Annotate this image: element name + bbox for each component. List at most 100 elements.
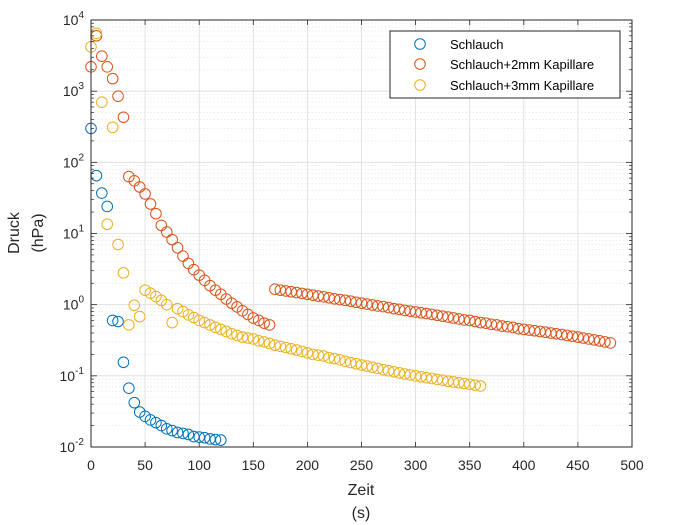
data-point <box>344 295 357 307</box>
legend-entry-3: Schlauch+3mm Kapillare <box>414 78 594 93</box>
data-point <box>274 340 287 353</box>
data-point <box>193 314 205 327</box>
data-point <box>106 314 119 327</box>
data-point <box>209 433 222 446</box>
data-point <box>247 312 260 324</box>
data-point <box>117 111 130 124</box>
data-point <box>182 309 195 321</box>
y-tick-label: 104 <box>63 10 85 28</box>
data-point <box>377 300 389 313</box>
data-point <box>312 349 325 361</box>
data-point <box>139 284 151 296</box>
y-tick-label: 103 <box>63 81 85 99</box>
legend-entry-1: Schlauch <box>414 37 503 52</box>
data-point <box>388 302 400 315</box>
data-point <box>361 360 373 372</box>
x-axis-title-line1: Zeit <box>348 482 375 499</box>
y-axis-title: Druck <box>6 211 23 254</box>
x-tick-label: 350 <box>458 457 482 473</box>
y-tick-label: 100 <box>63 295 85 313</box>
data-point <box>355 359 368 371</box>
data-point <box>377 363 389 376</box>
legend-label-2mm: Schlauch+2mm Kapillare <box>450 57 594 72</box>
data-point <box>604 337 617 349</box>
data-point <box>101 218 114 231</box>
data-point <box>166 424 178 437</box>
data-point <box>350 357 362 370</box>
data-point <box>442 311 454 323</box>
x-tick-label: 100 <box>188 457 212 473</box>
y-tick-label: 10-2 <box>60 437 85 455</box>
data-point <box>144 414 157 426</box>
legend-marker-schlauch <box>414 38 426 50</box>
data-point <box>150 207 162 220</box>
x-tick-label: 400 <box>512 457 536 473</box>
data-point <box>339 355 352 368</box>
data-point <box>182 428 195 441</box>
data-point <box>160 423 173 435</box>
data-point <box>393 303 406 316</box>
data-point <box>96 50 108 63</box>
data-point <box>301 347 314 359</box>
data-point <box>593 335 606 347</box>
data-point <box>106 72 119 85</box>
x-tick-label: 150 <box>242 457 266 473</box>
data-point <box>339 294 352 307</box>
data-point <box>160 226 173 238</box>
data-point <box>171 426 184 439</box>
data-point <box>431 309 444 322</box>
data-point <box>171 302 184 315</box>
data-point <box>355 297 368 309</box>
data-point <box>133 310 146 323</box>
data-point <box>123 319 135 331</box>
data-point <box>361 298 373 310</box>
data-point <box>128 396 141 409</box>
data-point <box>215 434 227 446</box>
data-point <box>247 333 260 345</box>
legend-label-3mm: Schlauch+3mm Kapillare <box>450 78 594 93</box>
data-point <box>117 356 130 369</box>
data-point <box>263 337 276 350</box>
legend-marker-2mm <box>414 58 426 70</box>
data-point <box>166 316 178 329</box>
x-tick-label: 200 <box>296 457 320 473</box>
y-tick-labels: 10-2 10-1 100 101 102 103 104 <box>60 10 85 455</box>
data-point <box>371 362 384 375</box>
data-point <box>198 431 211 444</box>
data-point <box>599 336 611 348</box>
data-point <box>382 364 395 377</box>
data-point <box>279 341 292 354</box>
x-tick-label: 50 <box>137 457 153 473</box>
data-point <box>572 331 584 343</box>
data-point <box>198 316 211 329</box>
data-point <box>323 351 335 364</box>
data-point <box>252 314 265 327</box>
data-point <box>393 367 406 379</box>
legend-box <box>389 30 621 99</box>
data-point <box>263 319 276 331</box>
x-tick-labels: 0 50 100 150 200 250 300 350 400 450 500 <box>87 457 644 473</box>
data-point <box>285 342 297 355</box>
y-tick-label: 102 <box>63 152 85 170</box>
data-point <box>404 369 416 381</box>
data-point <box>144 198 157 210</box>
y-tick-label: 101 <box>63 224 85 242</box>
data-points <box>85 27 617 446</box>
data-point <box>582 333 595 345</box>
x-tick-label: 250 <box>350 457 374 473</box>
data-point <box>96 187 108 199</box>
legend-label-schlauch: Schlauch <box>450 37 503 52</box>
data-point <box>128 299 141 312</box>
data-point <box>236 331 249 343</box>
data-point <box>366 361 379 374</box>
data-point <box>150 416 162 429</box>
data-point <box>388 365 400 378</box>
x-tick-label: 450 <box>566 457 590 473</box>
data-point <box>258 317 270 329</box>
data-point <box>507 321 519 334</box>
data-point <box>436 310 449 322</box>
data-point <box>317 291 330 303</box>
data-point <box>409 370 422 382</box>
data-point <box>577 332 590 344</box>
